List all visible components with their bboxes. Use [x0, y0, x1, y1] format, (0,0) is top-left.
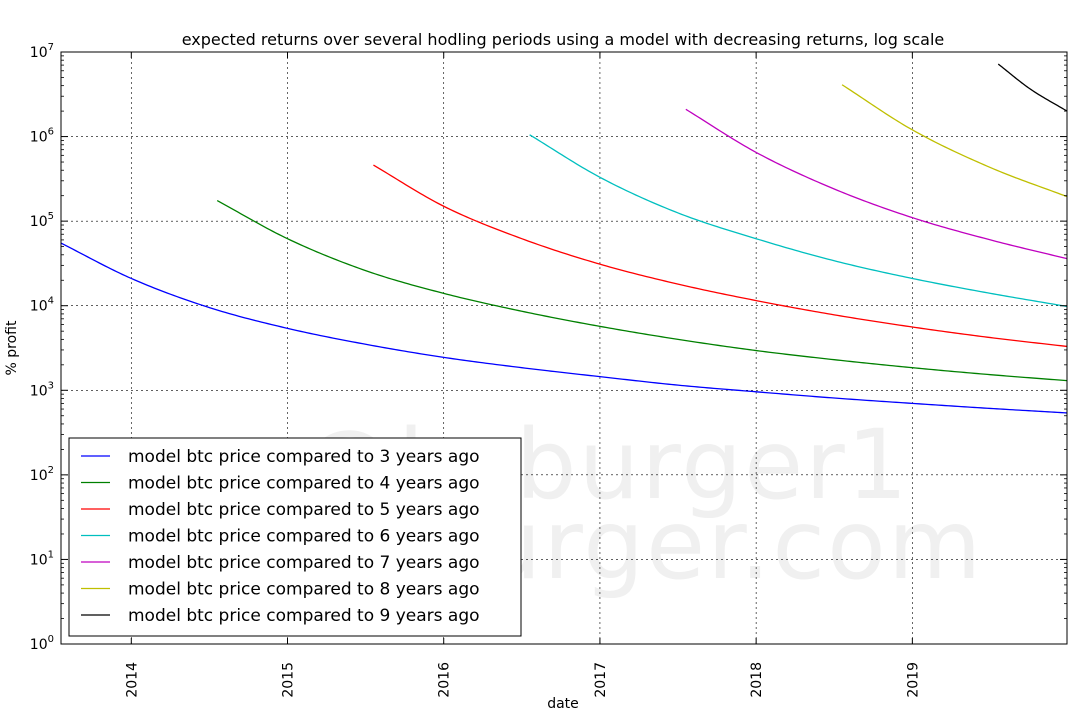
legend-label-4-years: model btc price compared to 4 years ago	[128, 474, 480, 494]
legend-label-9-years: model btc price compared to 9 years ago	[128, 606, 480, 626]
y-tick-label: 105	[30, 211, 54, 230]
series-line-6-years	[529, 134, 1068, 308]
series-line-5-years	[373, 164, 1068, 348]
y-tick-label: 100	[30, 634, 54, 653]
y-tick-label: 101	[30, 549, 54, 568]
y-axis-ticks: 100 101 102 103 104 105 106 107	[30, 42, 1067, 653]
series-line-9-years	[997, 63, 1068, 112]
series-lines	[60, 63, 1068, 414]
series-line-3-years	[60, 242, 1068, 414]
x-tick-label: 2015	[281, 662, 297, 698]
x-tick-label: 2017	[593, 662, 609, 698]
legend-label-3-years: model btc price compared to 3 years ago	[128, 447, 480, 467]
legend-label-7-years: model btc price compared to 7 years ago	[128, 553, 480, 573]
y-axis-label: % profit	[4, 320, 20, 375]
series-line-8-years	[841, 84, 1068, 198]
x-tick-label: 2014	[124, 662, 140, 698]
x-axis-label: date	[547, 696, 579, 712]
legend: model btc price compared to 3 years ago m…	[68, 437, 522, 637]
grid-lines	[61, 52, 1067, 644]
series-line-4-years	[216, 200, 1068, 382]
plot-area-frame	[60, 51, 1068, 645]
x-tick-label: 2016	[437, 662, 453, 698]
series-line-7-years	[685, 108, 1068, 260]
y-tick-label: 107	[30, 42, 54, 61]
y-tick-label: 106	[30, 127, 54, 146]
y-tick-label: 103	[30, 380, 54, 399]
legend-label-5-years: model btc price compared to 5 years ago	[128, 500, 480, 520]
x-axis-ticks: 2014 2015 2016 2017 2018 2019	[124, 52, 921, 698]
x-tick-label: 2018	[749, 662, 765, 698]
legend-label-6-years: model btc price compared to 6 years ago	[128, 527, 480, 547]
y-tick-label: 102	[30, 465, 54, 484]
legend-label-8-years: model btc price compared to 8 years ago	[128, 580, 480, 600]
chart-title: expected returns over several hodling pe…	[182, 30, 945, 49]
y-tick-label: 104	[30, 296, 54, 315]
legend-box	[68, 437, 522, 637]
x-tick-label: 2019	[905, 662, 921, 698]
